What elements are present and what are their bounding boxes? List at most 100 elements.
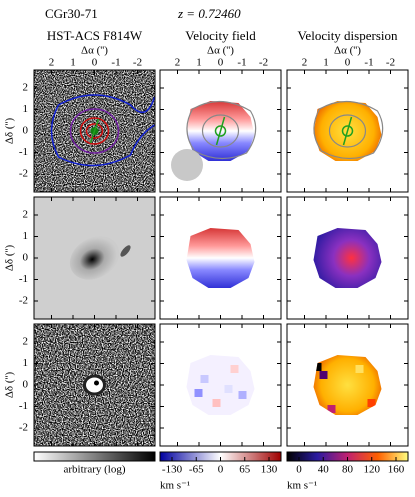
residual (83, 374, 106, 396)
map-panel (286, 69, 409, 193)
map-pixel (367, 399, 376, 407)
x-axis-label: Δα ('') (334, 45, 361, 57)
map (186, 228, 255, 288)
x-tick-label: 2 (302, 57, 308, 69)
x-tick-label: -1 (364, 57, 373, 69)
y-tick-label: 2 (23, 209, 29, 221)
panel-frame (286, 69, 409, 193)
map-pixel (238, 391, 247, 399)
center (341, 125, 354, 137)
colorbar-tick-label: 130 (261, 464, 278, 476)
redshift: z = 0.72460 (177, 6, 241, 21)
y-tick-label: -1 (19, 400, 28, 412)
y-tick-label: 0 (23, 125, 29, 137)
contour (201, 114, 240, 148)
colorbar-tick-label: 40 (318, 464, 330, 476)
contour (85, 123, 104, 139)
x-tick-label: -1 (237, 57, 246, 69)
colorbar-tick-label: 120 (364, 464, 381, 476)
column-title: Velocity dispersion (297, 28, 398, 43)
map-panel (159, 69, 282, 193)
contour (186, 100, 257, 160)
x-tick-label: 1 (196, 57, 202, 69)
map-panel (286, 196, 409, 320)
y-tick-label: 2 (23, 336, 29, 348)
x-tick-label: 0 (218, 57, 224, 69)
column-title: Velocity field (185, 28, 256, 43)
x-tick-label: -2 (386, 57, 395, 69)
y-tick-label: -2 (19, 422, 28, 434)
x-tick-label: 1 (70, 57, 76, 69)
colorbar-label: arbitrary (log) (64, 464, 126, 476)
colorbar-tick-label: 65 (239, 464, 251, 476)
panel-frame (33, 323, 156, 447)
y-tick-label: 0 (23, 252, 29, 264)
x-tick-label: -1 (111, 57, 120, 69)
colorbar (33, 451, 156, 462)
y-axis-label: Δδ ('') (4, 372, 16, 399)
y-tick-label: 1 (23, 230, 29, 242)
panel-frame (33, 69, 156, 193)
map-pixel (224, 385, 233, 393)
panel-frame (33, 196, 156, 320)
map-pixel (355, 365, 364, 373)
colorbar-tick-label: 0 (218, 464, 224, 476)
colorbar-tick-label: 0 (296, 464, 302, 476)
panel-frame (159, 323, 282, 447)
map-pixel (319, 371, 328, 379)
major-axis (89, 118, 100, 144)
x-tick-label: -2 (259, 57, 268, 69)
colorbar-unit: km s⁻¹ (287, 480, 317, 492)
y-tick-label: 1 (23, 103, 29, 115)
x-tick-label: 1 (323, 57, 329, 69)
center (214, 125, 227, 137)
colorbar-tick-label: 160 (388, 464, 405, 476)
x-tick-label: 0 (345, 57, 351, 69)
map-panel (159, 323, 282, 447)
map-panel (286, 323, 409, 447)
beam (171, 149, 203, 181)
colorbar-tick-label: -65 (189, 464, 204, 476)
contour (69, 108, 120, 154)
y-tick-label: 2 (23, 82, 29, 94)
map-pixel (313, 363, 322, 371)
map-pixel (194, 389, 203, 397)
y-tick-label: -1 (19, 146, 28, 158)
residual (94, 380, 99, 386)
map-panel (159, 196, 282, 320)
y-tick-label: 1 (23, 357, 29, 369)
panel-frame (286, 323, 409, 447)
colorbar-unit: km s⁻¹ (160, 480, 190, 492)
x-tick-label: 0 (92, 57, 98, 69)
x-tick-label: 2 (175, 57, 181, 69)
map-fill (313, 355, 382, 415)
map-fill (313, 228, 382, 288)
y-tick-label: -2 (19, 295, 28, 307)
contour (50, 94, 156, 167)
map (313, 355, 382, 415)
map-pixel (200, 375, 209, 383)
map-panel (33, 323, 156, 447)
x-tick-label: 2 (49, 57, 55, 69)
galaxy-name: CGr30-71 (45, 6, 98, 21)
colorbar-tick-label: -130 (162, 464, 183, 476)
map-fill (186, 228, 255, 288)
y-tick-label: -2 (19, 168, 28, 180)
x-axis-label: Δα ('') (207, 45, 234, 57)
column-title: HST-ACS F814W (47, 28, 143, 43)
panel-frame (159, 69, 282, 193)
panel-frame (159, 196, 282, 320)
major-axis (342, 116, 353, 146)
map-panel (33, 196, 156, 320)
contour (328, 114, 367, 148)
map-pixel (212, 399, 221, 407)
x-tick-label: -2 (133, 57, 142, 69)
y-axis-label: Δδ ('') (4, 118, 16, 145)
contour (313, 100, 384, 160)
map-panel (33, 69, 156, 193)
y-tick-label: -1 (19, 273, 28, 285)
map-fill (186, 355, 255, 415)
contour (79, 117, 110, 145)
y-axis-label: Δδ ('') (4, 245, 16, 272)
